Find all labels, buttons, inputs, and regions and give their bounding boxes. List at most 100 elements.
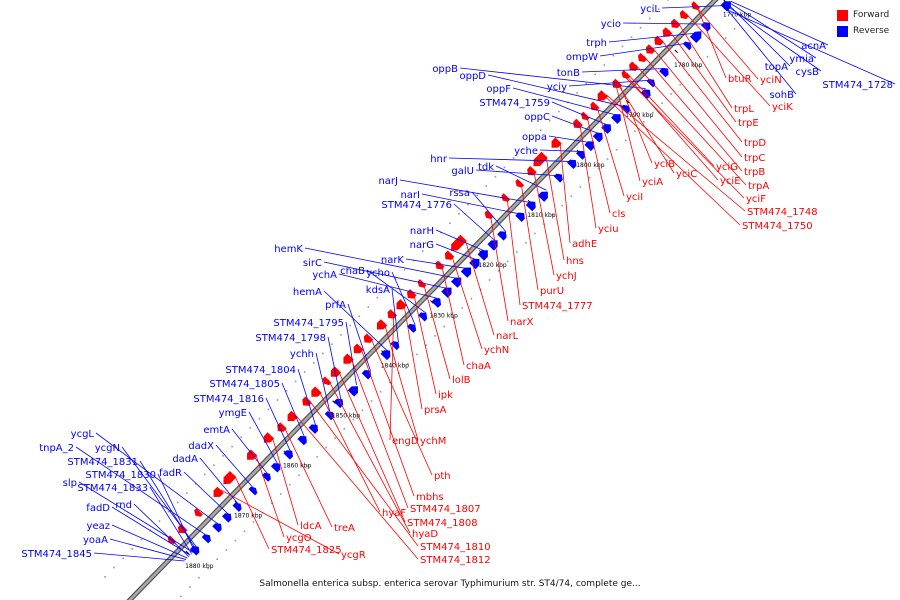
leader-line [199, 457, 240, 506]
position-dot [349, 324, 351, 327]
legend: Forward Reverse [837, 8, 889, 40]
position-dot [558, 110, 560, 113]
leader-line [265, 397, 292, 453]
forward-gene-arrow [662, 27, 673, 37]
gene-label: STM474_1777 [522, 301, 593, 312]
position-dot [285, 389, 288, 392]
gene-label: yciu [598, 224, 619, 235]
gene-label: chaA [466, 361, 491, 372]
leader-line [405, 258, 470, 270]
leader-line [283, 425, 333, 528]
leader-line [615, 84, 641, 182]
gene-label: sohB [769, 90, 794, 101]
forward-gene-arrow [451, 234, 467, 251]
reverse-gene-arrow [308, 424, 319, 434]
reverse-gene-arrow [431, 298, 441, 308]
leader-line [359, 346, 415, 497]
position-dot [216, 558, 219, 560]
gene-label: STM474_1750 [742, 221, 813, 232]
position-dot [198, 576, 200, 579]
position-dot [639, 27, 642, 29]
gene-label: yoaA [83, 535, 108, 546]
gene-label: prfA [325, 300, 346, 311]
forward-gene-arrow [597, 90, 608, 101]
position-dot [289, 483, 291, 486]
reverse-gene-arrow [689, 31, 702, 43]
position-dot [503, 166, 506, 169]
gene-label: tdk [478, 162, 494, 173]
reverse-gene-arrow [222, 513, 232, 523]
gene-label: lolB [452, 375, 471, 386]
tick-label: 1820 kbp [478, 262, 506, 269]
position-dot [497, 269, 500, 272]
reverse-gene-arrow [361, 370, 372, 380]
gene-label: ompW [566, 52, 598, 63]
gene-label: yciB [654, 159, 675, 170]
leader-line [495, 165, 547, 191]
gene-label: STM474_1831 [67, 457, 138, 468]
leader-line [693, 4, 759, 80]
position-dot [231, 445, 233, 448]
position-dot [458, 213, 460, 215]
map-caption: Salmonella enterica subsp. enterica sero… [259, 579, 641, 589]
position-dot [367, 306, 370, 308]
leader-line [618, 81, 653, 164]
leader-line [323, 261, 451, 290]
reverse-gene-arrow [620, 104, 630, 114]
reverse-gene-arrow [324, 411, 334, 421]
leader-line [512, 87, 620, 117]
position-dot [624, 139, 627, 142]
leader-line [281, 382, 306, 439]
tick-label: 1830 kbp [430, 312, 458, 319]
reverse-swatch [837, 25, 848, 37]
position-dot [476, 194, 478, 197]
reverse-gene-arrow [537, 191, 548, 202]
leader-line [668, 30, 737, 123]
position-dot [322, 352, 324, 355]
reverse-gene-arrow [407, 323, 417, 333]
gene-label: ychM [420, 436, 446, 447]
position-dot [131, 548, 134, 550]
gene-label: ycio [601, 19, 621, 30]
position-dot [670, 93, 672, 95]
leader-line [568, 79, 655, 87]
position-dot [530, 138, 533, 141]
backbone-highlight [128, 0, 717, 600]
reverse-gene-arrow [601, 124, 612, 134]
tick-label: 1880 kbp [185, 563, 213, 570]
tick-mark [185, 550, 190, 555]
gene-label: ycgL [71, 429, 95, 440]
reverse-gene-arrow [497, 231, 507, 241]
reverse-gene-arrow [333, 398, 344, 409]
forward-gene-arrow [311, 386, 322, 397]
label-leader-lines [75, 0, 896, 562]
position-dot [331, 343, 333, 345]
leader-line [625, 74, 719, 181]
gene-label: STM474_1748 [747, 207, 818, 218]
position-dot [252, 521, 255, 523]
gene-label: ycgN [95, 443, 120, 454]
forward-gene-arrow [343, 353, 354, 364]
leader-line [545, 156, 565, 261]
position-dot [506, 260, 509, 263]
gene-label: treA [334, 523, 355, 534]
position-dot [697, 65, 700, 67]
leader-line [724, 6, 797, 95]
reverse-gene-arrow [347, 386, 358, 397]
leader-line [471, 191, 507, 232]
reverse-gene-arrow [584, 141, 595, 152]
reverse-genes [189, 1, 731, 556]
gene-label: emtA [203, 425, 230, 436]
gene-label: kdsA [366, 285, 390, 296]
reverse-gene-arrow [380, 350, 391, 361]
tick-label: 1870 kbp [234, 513, 262, 520]
position-dot [449, 222, 451, 225]
position-dot [652, 111, 654, 114]
reverse-gene-arrow [283, 450, 293, 460]
leader-line [422, 282, 451, 380]
tick-label: 1810 kbp [527, 212, 555, 219]
gene-label: prsA [424, 405, 447, 416]
gene-label: yeaz [87, 521, 110, 532]
gene-label: hyaD [412, 529, 438, 540]
